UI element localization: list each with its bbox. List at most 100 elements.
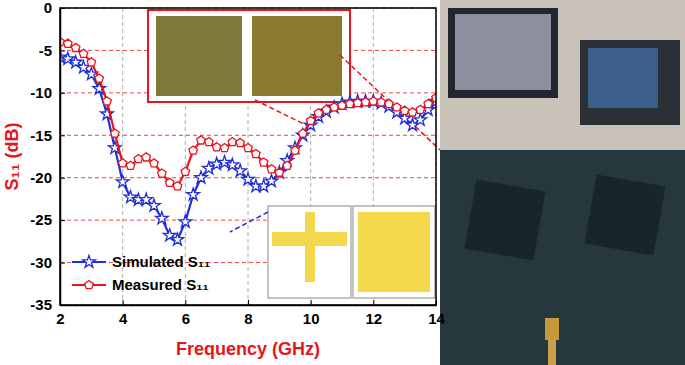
arrow xyxy=(340,55,440,150)
series-line xyxy=(60,42,436,186)
y-tick-mark xyxy=(60,178,65,179)
marker xyxy=(353,99,362,107)
marker xyxy=(111,129,120,137)
marker xyxy=(124,191,137,203)
x-tick-mark xyxy=(248,300,249,305)
marker xyxy=(116,175,129,187)
x-tick: 8 xyxy=(244,300,252,327)
x-tick-mark xyxy=(311,300,312,305)
marker xyxy=(118,159,127,167)
series xyxy=(60,37,436,189)
x-tick: 4 xyxy=(119,300,128,327)
y-tick: -5 xyxy=(39,42,65,59)
marker xyxy=(79,49,88,57)
y-axis-title: S₁₁ (dB) xyxy=(2,123,22,191)
plot-area xyxy=(60,37,436,245)
marker xyxy=(267,165,276,173)
marker xyxy=(416,105,425,113)
series-line xyxy=(60,57,436,239)
x-axis: 2 4 6 8 10 12 14 xyxy=(56,300,445,327)
marker xyxy=(424,99,433,107)
photo-lab xyxy=(440,0,685,150)
marker xyxy=(242,173,255,185)
photo-antenna xyxy=(545,318,559,340)
y-tick: -15 xyxy=(30,127,65,144)
marker xyxy=(155,212,168,224)
marker xyxy=(346,99,355,107)
marker xyxy=(408,108,417,116)
y-tick-mark xyxy=(60,93,65,94)
x-tick-mark xyxy=(185,300,186,305)
arrow xyxy=(230,212,268,232)
y-tick: -35 xyxy=(30,296,65,313)
photo-vna xyxy=(580,40,680,125)
x-tick-label: 4 xyxy=(119,310,128,327)
marker xyxy=(244,144,253,152)
y-tick-label: -10 xyxy=(30,84,52,101)
y-tick: 0 xyxy=(44,0,65,16)
legend-label: Measured S₁₁ xyxy=(112,276,209,293)
y-tick-mark xyxy=(60,220,65,221)
x-tick: 6 xyxy=(182,300,190,327)
photo-vna-screen xyxy=(588,48,658,108)
y-tick-label: -35 xyxy=(30,296,52,313)
y-tick: -20 xyxy=(30,169,65,186)
y-tick-label: 0 xyxy=(44,0,52,16)
y-tick-label: -30 xyxy=(30,254,52,271)
y-tick-mark xyxy=(60,135,65,136)
y-tick-mark xyxy=(60,305,65,306)
x-tick-mark xyxy=(436,300,437,305)
marker xyxy=(95,74,104,82)
marker xyxy=(179,215,192,227)
marker xyxy=(377,98,386,106)
y-tick-label: -25 xyxy=(30,211,52,228)
marker xyxy=(218,156,231,168)
x-tick-mark xyxy=(373,300,374,305)
legend-marker xyxy=(83,255,96,267)
x-tick: 14 xyxy=(428,300,445,327)
x-tick-label: 2 xyxy=(56,310,64,327)
x-tick-label: 12 xyxy=(365,310,382,327)
x-tick: 10 xyxy=(303,300,320,327)
photo-monitor xyxy=(448,8,558,98)
marker xyxy=(205,138,214,146)
photos xyxy=(440,0,685,365)
x-axis-title: Frequency (GHz) xyxy=(176,339,320,359)
y-axis: 0 -5 -10 -15 -20 -25 -30 -35 xyxy=(30,0,65,313)
marker xyxy=(291,146,300,154)
marker xyxy=(150,159,159,167)
x-tick: 12 xyxy=(365,300,382,327)
inset-photo-back xyxy=(252,16,342,96)
x-tick-mark xyxy=(123,300,124,305)
marker xyxy=(197,136,206,144)
marker xyxy=(171,233,184,245)
marker xyxy=(158,169,167,177)
y-tick-label: -5 xyxy=(39,42,52,59)
y-tick: -30 xyxy=(30,254,65,271)
marker xyxy=(71,43,80,51)
marker xyxy=(283,161,292,169)
arrow xyxy=(255,100,312,128)
marker xyxy=(142,153,151,161)
marker xyxy=(306,116,315,124)
marker xyxy=(189,146,198,154)
marker xyxy=(299,129,308,137)
marker xyxy=(165,178,174,186)
marker xyxy=(148,199,161,211)
y-tick-mark xyxy=(60,263,65,264)
legend: Simulated S₁₁Measured S₁₁ xyxy=(72,253,210,293)
photo-connector xyxy=(548,340,556,365)
photo-chamber xyxy=(440,150,685,365)
x-tick-label: 6 xyxy=(182,310,190,327)
marker xyxy=(87,58,96,66)
inset-layout-front xyxy=(268,206,351,298)
marker xyxy=(220,144,229,152)
marker xyxy=(400,106,409,114)
inset-photo-front xyxy=(156,16,242,96)
photo-absorber xyxy=(584,174,665,255)
y-tick-label: -20 xyxy=(30,169,52,186)
marker xyxy=(252,149,261,157)
marker xyxy=(393,103,402,111)
plot-frame xyxy=(60,8,436,305)
y-tick-mark xyxy=(60,8,65,9)
